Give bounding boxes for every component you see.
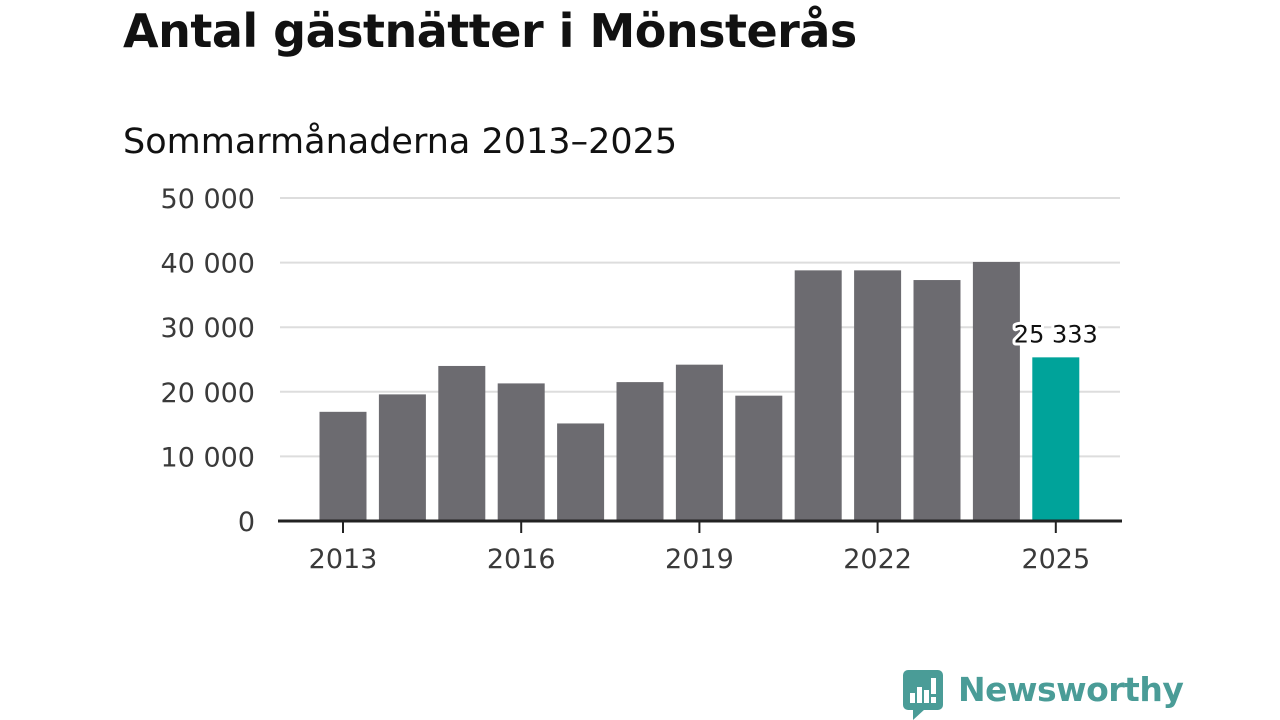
bar-2016: [497, 383, 545, 521]
y-tick-label: 40 000: [161, 249, 255, 280]
bar-2020: [735, 395, 783, 521]
y-tick-label: 20 000: [161, 378, 255, 409]
bar-2019: [675, 364, 723, 521]
x-tick-label: 2016: [487, 544, 556, 575]
data-label-2025: 25 333: [1014, 320, 1098, 348]
y-tick-label: 30 000: [161, 313, 255, 344]
y-axis-tick-labels: 0 10 000 20 000 30 000 40 000 50 000: [161, 184, 255, 538]
bar-2013: [319, 411, 367, 521]
chart-title: Antal gästnätter i Mönsterås: [123, 4, 857, 58]
bar-2018: [616, 382, 664, 521]
y-tick-label: 10 000: [161, 442, 255, 473]
bar-2014: [378, 394, 426, 521]
bar-2025: [1032, 357, 1080, 521]
x-tick-label: 2013: [309, 544, 378, 575]
x-tick-label: 2022: [843, 544, 912, 575]
x-tick-label: 2025: [1021, 544, 1090, 575]
newsworthy-logo: Newsworthy: [903, 670, 1184, 720]
data-labels: 25 333: [1011, 317, 1101, 351]
y-tick-label: 0: [238, 507, 255, 538]
x-tick-label: 2019: [665, 544, 734, 575]
newsworthy-logo-icon: [903, 670, 943, 720]
bar-2022: [854, 270, 902, 521]
bar-2017: [557, 423, 605, 521]
x-axis-tick-labels: 2013 2016 2019 2022 2025: [309, 544, 1091, 575]
chart-subtitle: Sommarmånaderna 2013–2025: [123, 122, 678, 162]
brand-name: Newsworthy: [958, 670, 1184, 709]
bar-2024: [972, 261, 1020, 521]
bar-2021: [794, 270, 842, 521]
bars: [319, 261, 1080, 521]
y-tick-label: 50 000: [161, 184, 255, 215]
bar-2023: [913, 280, 961, 521]
bar-2015: [438, 365, 486, 521]
x-axis: [278, 519, 1122, 533]
